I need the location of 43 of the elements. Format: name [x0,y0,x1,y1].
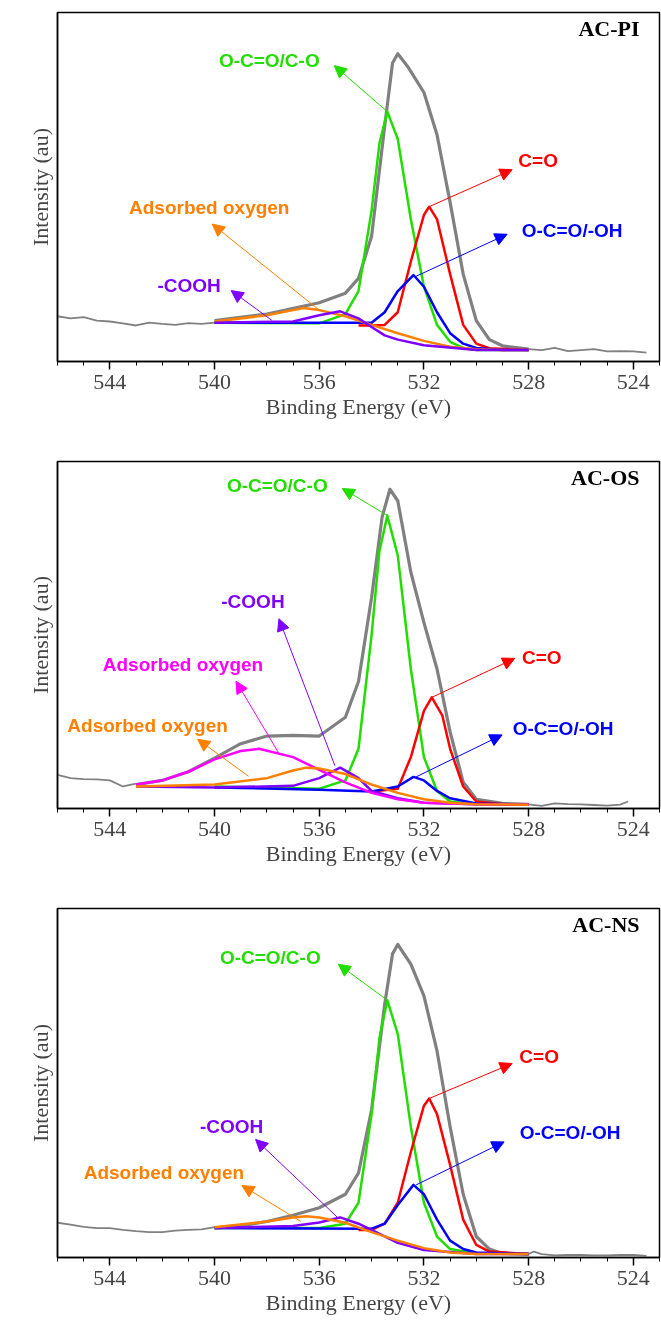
x-tick-label: 524 [616,815,650,841]
annotation: Adsorbed oxygen [83,1162,245,1183]
annotation: -COOH [221,591,285,613]
x-tick-label: 536 [302,368,336,394]
x-tick-label: 528 [512,368,546,394]
annotation: Adsorbed oxygen [102,653,264,675]
x-axis-title: Binding Energy (eV) [265,393,452,419]
annotation: O-C=O/C-O [218,50,320,72]
y-axis-title: Intensity (au) [27,1024,53,1142]
annotation: -COOH [157,275,221,297]
annotation: O-C=O/-OH [521,219,623,241]
x-tick-label: 540 [198,1264,232,1290]
x-tick-label: 540 [198,815,232,841]
annotation: C=O [521,646,562,668]
annotation: O-C=O/-OH [519,1122,621,1144]
annotation: C=O [519,1045,559,1067]
x-tick-label: 536 [302,815,336,841]
x-tick-label: 528 [512,815,546,841]
annotation: -COOH [199,1115,264,1137]
chart-title: AC-PI [578,15,640,41]
x-tick-label: 528 [512,1264,546,1290]
chart-title: AC-OS [571,464,640,490]
y-axis-title: Intensity (au) [27,576,53,694]
x-tick-label: 532 [407,368,441,394]
x-tick-label: 532 [407,1264,441,1290]
x-tick-label: 532 [407,815,441,841]
x-tick-label: 544 [93,815,127,841]
x-tick-label: 544 [93,1264,127,1290]
annotation: C=O [518,150,558,172]
annotation: O-C=O/C-O [219,946,321,968]
x-tick-label: 540 [198,368,232,394]
x-axis-title: Binding Energy (eV) [265,1289,452,1315]
annotation: Adsorbed oxygen [67,714,228,736]
chart-title: AC-NS [572,911,640,937]
annotation: O-C=O/-OH [512,718,614,740]
annotation: Adsorbed oxygen [129,196,290,218]
x-tick-label: 536 [302,1264,336,1290]
x-axis-title: Binding Energy (eV) [265,840,452,866]
y-axis-title: Intensity (au) [27,128,53,246]
x-tick-label: 544 [93,368,127,394]
x-tick-label: 524 [616,1264,650,1290]
x-tick-label: 524 [616,368,650,394]
annotation: O-C=O/C-O [226,474,328,496]
